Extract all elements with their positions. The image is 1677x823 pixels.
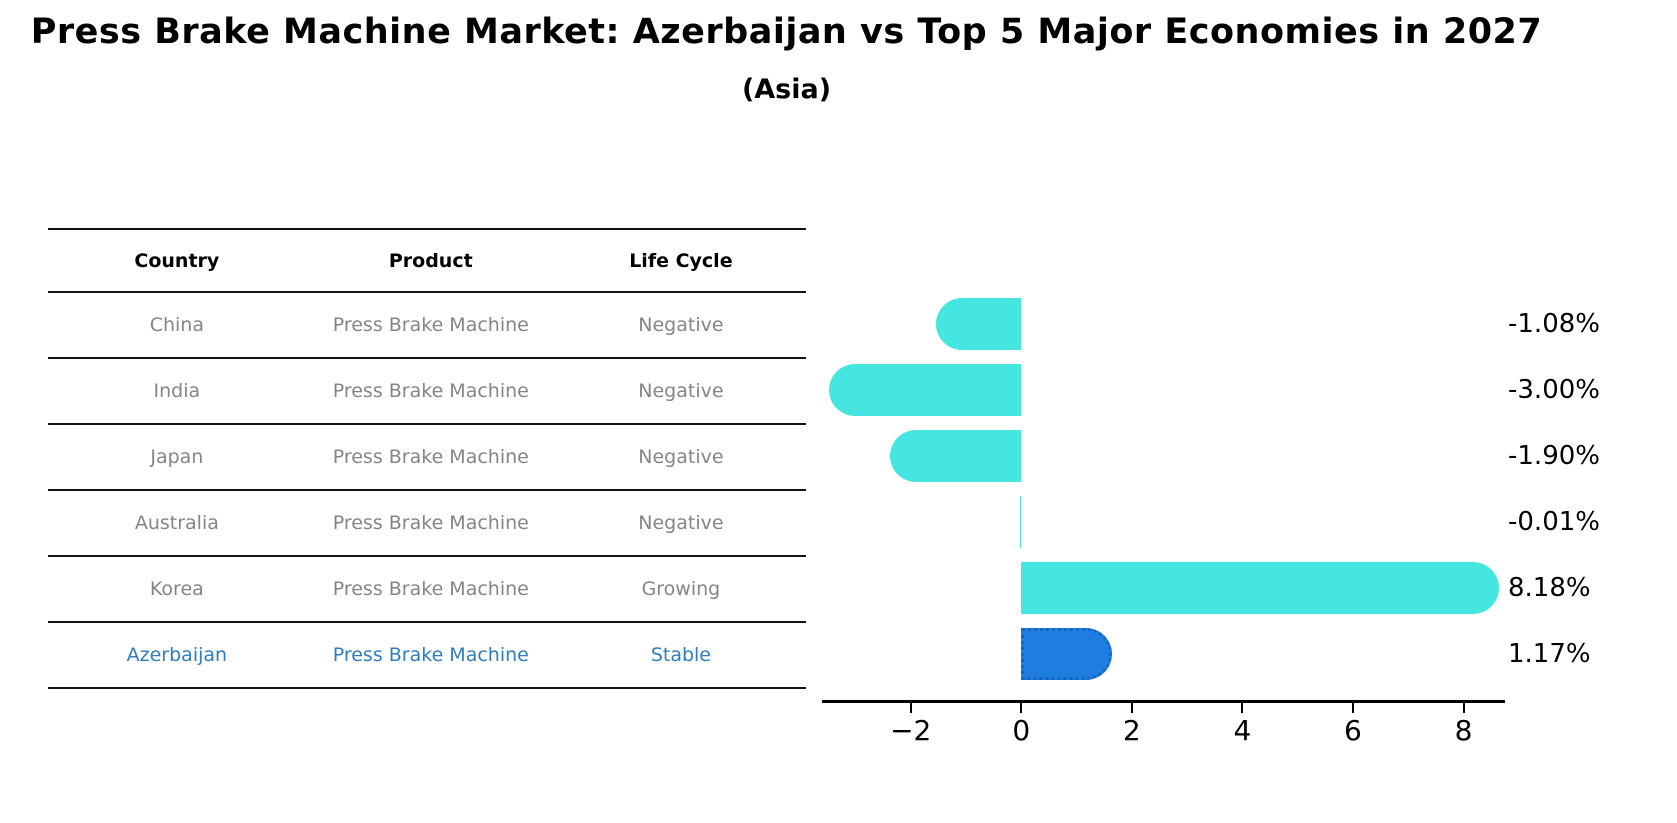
x-axis-line (822, 700, 1505, 703)
chart-title: Press Brake Machine Market: Azerbaijan v… (30, 12, 1543, 52)
x-tick-mark (1020, 703, 1023, 713)
country-table: Country Product Life Cycle China Press B… (48, 228, 806, 689)
x-tick-mark (1241, 703, 1244, 713)
bar-india (829, 364, 1022, 416)
x-tick-label: 4 (1233, 714, 1252, 747)
x-tick-mark (1462, 703, 1465, 713)
table-row-japan: Japan Press Brake Machine Negative (48, 425, 806, 491)
value-label-japan: -1.90% (1508, 441, 1600, 471)
value-label-australia: -0.01% (1508, 507, 1600, 537)
column-header-product: Product (388, 249, 473, 272)
country-cell: China (149, 314, 204, 336)
table-body: China Press Brake Machine Negative India… (48, 293, 806, 689)
product-cell: Press Brake Machine (332, 314, 529, 336)
product-cell: Press Brake Machine (332, 578, 529, 600)
product-cell: Press Brake Machine (332, 446, 529, 468)
lifecycle-cell: Negative (638, 380, 724, 402)
x-tick-mark (1130, 703, 1133, 713)
x-tick-label: 0 (1012, 714, 1031, 747)
value-label-azerbaijan: 1.17% (1508, 639, 1591, 669)
bar-azerbaijan (1021, 628, 1112, 680)
x-tick-mark (909, 703, 912, 713)
x-tick-label: 2 (1122, 714, 1141, 747)
lifecycle-cell: Growing (641, 578, 721, 600)
x-tick-label: −2 (890, 714, 932, 747)
table-row-india: India Press Brake Machine Negative (48, 359, 806, 425)
table-row-australia: Australia Press Brake Machine Negative (48, 491, 806, 557)
x-tick-mark (1351, 703, 1354, 713)
product-cell: Press Brake Machine (332, 380, 529, 402)
lifecycle-cell: Stable (650, 644, 711, 666)
value-label-korea: 8.18% (1508, 573, 1591, 603)
table-row-azerbaijan: Azerbaijan Press Brake Machine Stable (48, 623, 806, 689)
lifecycle-cell: Negative (638, 314, 724, 336)
table-row-china: China Press Brake Machine Negative (48, 293, 806, 359)
country-cell: India (153, 380, 201, 402)
country-cell: Korea (149, 578, 204, 600)
country-cell: Azerbaijan (126, 644, 228, 666)
x-tick-label: 6 (1344, 714, 1362, 747)
bar-japan (890, 430, 1022, 482)
bar-australia (1019, 496, 1022, 548)
table-header-row: Country Product Life Cycle (48, 230, 806, 293)
x-tick-label: 8 (1454, 714, 1473, 747)
lifecycle-cell: Negative (638, 446, 724, 468)
value-label-india: -3.00% (1508, 375, 1600, 405)
lifecycle-cell: Negative (638, 512, 724, 534)
country-cell: Australia (134, 512, 219, 534)
bar-china (935, 298, 1022, 350)
value-label-china: -1.08% (1508, 309, 1600, 339)
country-cell: Japan (150, 446, 204, 468)
product-cell: Press Brake Machine (332, 644, 529, 666)
bar-korea (1021, 562, 1500, 614)
table-row-korea: Korea Press Brake Machine Growing (48, 557, 806, 623)
chart-subtitle: (Asia) (741, 74, 832, 105)
product-cell: Press Brake Machine (332, 512, 529, 534)
column-header-country: Country (134, 249, 220, 272)
column-header-lifecycle: Life Cycle (629, 249, 733, 272)
